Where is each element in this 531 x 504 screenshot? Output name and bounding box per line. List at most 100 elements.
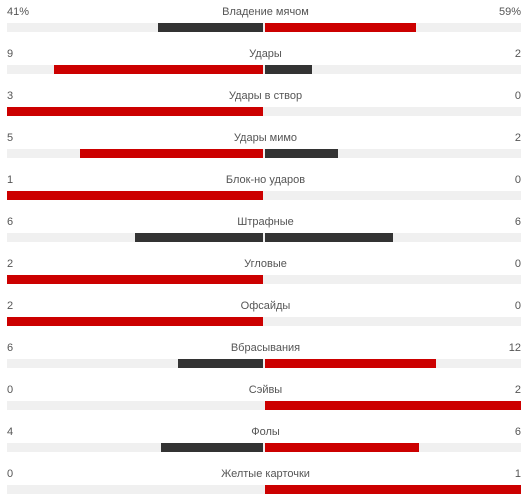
away-bar-half	[265, 317, 521, 326]
away-bar-half	[265, 23, 521, 32]
home-value: 6	[7, 342, 14, 354]
stat-bar-track	[7, 149, 521, 158]
stat-label: Владение мячом	[222, 6, 309, 18]
stat-row: 3 Удары в створ 0	[0, 84, 531, 126]
home-value: 4	[7, 426, 14, 438]
stat-label: Фолы	[251, 426, 280, 438]
away-bar-half	[265, 401, 521, 410]
home-bar-half	[7, 317, 263, 326]
home-bar	[135, 233, 263, 242]
home-bar-half	[7, 23, 263, 32]
away-bar-half	[265, 359, 521, 368]
away-bar-half	[265, 233, 521, 242]
away-value: 6	[514, 216, 521, 228]
stat-row: 4 Фолы 6	[0, 420, 531, 462]
home-bar	[7, 275, 263, 284]
away-bar-half	[265, 107, 521, 116]
stat-bar-track	[7, 485, 521, 494]
home-value: 41%	[7, 6, 30, 18]
home-value: 2	[7, 300, 14, 312]
home-bar-half	[7, 443, 263, 452]
stat-bar-track	[7, 317, 521, 326]
home-value: 5	[7, 132, 14, 144]
stat-row: 0 Сэйвы 2	[0, 378, 531, 420]
stat-row: 0 Желтые карточки 1	[0, 462, 531, 504]
stat-row: 9 Удары 2	[0, 42, 531, 84]
home-bar	[7, 317, 263, 326]
away-bar	[265, 485, 521, 494]
home-value: 1	[7, 174, 14, 186]
away-value: 0	[514, 258, 521, 270]
stat-label: Сэйвы	[248, 384, 283, 396]
away-bar	[265, 233, 393, 242]
stat-row: 2 Офсайды 0	[0, 294, 531, 336]
stat-bar-track	[7, 359, 521, 368]
away-value: 59%	[498, 6, 521, 18]
home-bar	[7, 107, 263, 116]
away-value: 0	[514, 174, 521, 186]
stat-label: Штрафные	[237, 216, 294, 228]
stat-row: 6 Вбрасывания 12	[0, 336, 531, 378]
home-value: 2	[7, 258, 14, 270]
home-bar	[177, 359, 263, 368]
home-bar-half	[7, 191, 263, 200]
away-value: 0	[514, 90, 521, 102]
home-bar-half	[7, 107, 263, 116]
away-bar-half	[265, 149, 521, 158]
stat-bar-track	[7, 401, 521, 410]
stat-label: Угловые	[244, 258, 287, 270]
away-value: 6	[514, 426, 521, 438]
home-value: 3	[7, 90, 14, 102]
away-bar	[265, 401, 521, 410]
home-value: 6	[7, 216, 14, 228]
stat-label: Удары	[249, 48, 282, 60]
home-bar	[53, 65, 263, 74]
home-bar-half	[7, 275, 263, 284]
home-bar-half	[7, 401, 263, 410]
stat-bar-track	[7, 233, 521, 242]
home-bar-half	[7, 359, 263, 368]
away-bar-half	[265, 65, 521, 74]
home-bar-half	[7, 65, 263, 74]
stat-bar-track	[7, 275, 521, 284]
stat-row: 1 Блок-но ударов 0	[0, 168, 531, 210]
stat-label: Желтые карточки	[221, 468, 310, 480]
stat-row: 2 Угловые 0	[0, 252, 531, 294]
home-value: 9	[7, 48, 14, 60]
stat-row: 6 Штрафные 6	[0, 210, 531, 252]
away-bar-half	[265, 191, 521, 200]
stat-label: Блок-но ударов	[225, 174, 306, 186]
stat-label: Удары в створ	[228, 90, 303, 102]
home-bar-half	[7, 485, 263, 494]
stat-bar-track	[7, 191, 521, 200]
home-bar	[158, 23, 263, 32]
stat-bar-track	[7, 443, 521, 452]
away-value: 2	[514, 384, 521, 396]
stat-row: 41% Владение мячом 59%	[0, 0, 531, 42]
stat-bar-track	[7, 107, 521, 116]
home-value: 0	[7, 468, 14, 480]
away-bar	[265, 149, 339, 158]
stat-label: Офсайды	[240, 300, 291, 312]
stat-bar-track	[7, 23, 521, 32]
stat-bar-track	[7, 65, 521, 74]
home-bar	[7, 191, 263, 200]
away-value: 2	[514, 132, 521, 144]
away-bar-half	[265, 275, 521, 284]
home-value: 0	[7, 384, 14, 396]
stat-row: 5 Удары мимо 2	[0, 126, 531, 168]
home-bar	[80, 149, 263, 158]
away-bar	[265, 65, 312, 74]
away-bar-half	[265, 443, 521, 452]
away-bar	[265, 443, 419, 452]
away-value: 1	[514, 468, 521, 480]
away-value: 0	[514, 300, 521, 312]
stat-label: Удары мимо	[233, 132, 298, 144]
home-bar-half	[7, 149, 263, 158]
stat-label: Вбрасывания	[230, 342, 301, 354]
home-bar-half	[7, 233, 263, 242]
away-bar-half	[265, 485, 521, 494]
away-value: 2	[514, 48, 521, 60]
away-bar	[265, 23, 417, 32]
